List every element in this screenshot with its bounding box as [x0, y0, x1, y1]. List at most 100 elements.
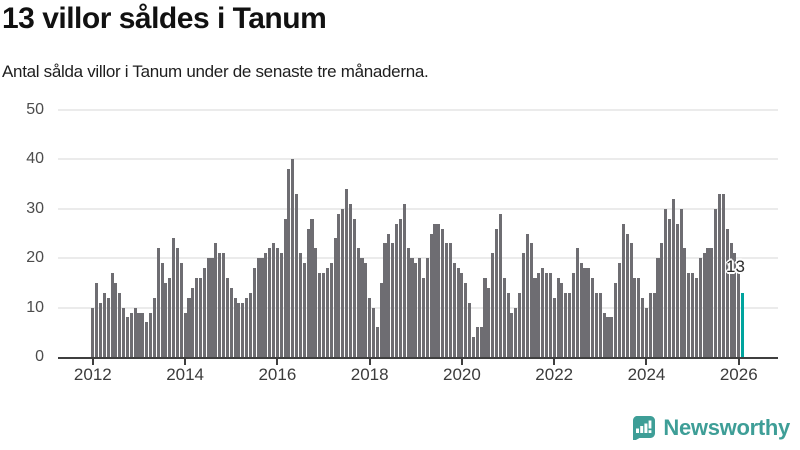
bar	[575, 248, 579, 357]
y-tick-label: 10	[26, 298, 44, 316]
bar	[233, 297, 237, 357]
bar	[479, 327, 483, 357]
bar	[341, 208, 345, 357]
bar	[202, 268, 206, 357]
bar	[398, 218, 402, 357]
bar	[306, 228, 310, 357]
bar	[452, 263, 456, 357]
bar	[694, 277, 698, 357]
bar	[348, 203, 352, 357]
bar	[256, 258, 260, 357]
bar	[502, 277, 506, 357]
bar	[179, 263, 183, 357]
bar	[152, 297, 156, 357]
y-tick-label: 0	[35, 348, 44, 365]
bar	[283, 218, 287, 357]
bar	[591, 277, 595, 357]
bar	[529, 243, 533, 357]
bar	[168, 277, 172, 357]
bar	[206, 258, 210, 357]
bar	[148, 312, 153, 357]
bar	[618, 263, 622, 357]
bar	[468, 302, 472, 357]
bar	[687, 273, 691, 357]
bar	[137, 312, 141, 357]
bar	[210, 258, 214, 357]
bar	[456, 268, 460, 357]
bar	[195, 277, 199, 357]
x-tick	[91, 358, 94, 365]
bar	[656, 258, 660, 357]
bar	[568, 292, 572, 357]
bar	[552, 297, 556, 357]
bar	[379, 282, 383, 357]
bar	[295, 193, 299, 357]
bar	[483, 277, 487, 357]
bar	[98, 302, 103, 357]
bar	[141, 312, 145, 357]
last-value-label: 13	[726, 257, 745, 276]
bar	[533, 277, 537, 357]
bar	[691, 273, 695, 357]
bar	[302, 263, 306, 357]
x-tick-label: 2026	[719, 365, 758, 384]
bar	[214, 243, 218, 357]
bar	[129, 312, 133, 357]
bar	[421, 277, 426, 357]
x-tick-label: 2012	[73, 365, 112, 384]
bar	[222, 253, 226, 357]
bar	[175, 248, 179, 357]
bar	[252, 268, 256, 357]
bar	[248, 292, 253, 357]
bar	[437, 223, 441, 357]
bar	[164, 282, 168, 357]
y-tick-label: 30	[26, 199, 44, 217]
bar	[464, 282, 468, 357]
bar	[95, 282, 99, 357]
bar	[418, 258, 422, 357]
x-tick-label: 2020	[443, 365, 481, 384]
bar	[375, 327, 379, 357]
bar	[91, 307, 95, 357]
bar	[187, 297, 191, 357]
bar	[371, 307, 376, 357]
bar	[360, 258, 364, 357]
highlighted-bar	[741, 292, 745, 357]
bar	[541, 268, 545, 357]
bar	[571, 273, 575, 357]
bar	[241, 302, 245, 357]
bar	[110, 273, 114, 357]
bar	[364, 263, 368, 357]
bar	[368, 297, 372, 357]
bar	[237, 302, 241, 357]
bar	[518, 292, 522, 357]
bar	[291, 159, 295, 357]
bar	[471, 337, 476, 357]
bar	[441, 228, 445, 357]
x-tick	[553, 358, 556, 365]
bar	[352, 218, 356, 357]
bar	[594, 292, 599, 357]
bar	[621, 223, 625, 357]
bar	[721, 193, 725, 357]
bar	[556, 277, 560, 357]
bar	[717, 193, 722, 357]
bar	[160, 263, 164, 357]
bar	[460, 273, 464, 357]
newsworthy-logo[interactable]: Newsworthy	[632, 415, 790, 441]
bar	[548, 273, 552, 357]
bar	[706, 248, 710, 357]
bar	[156, 248, 160, 357]
bar	[356, 248, 360, 357]
bar	[610, 317, 614, 357]
bar	[544, 273, 549, 357]
bar	[633, 277, 637, 357]
bar	[521, 253, 525, 357]
x-axis-baseline	[58, 356, 778, 359]
bar	[629, 243, 633, 357]
bar	[191, 287, 195, 357]
bar	[229, 287, 233, 357]
bar	[383, 243, 387, 357]
bar	[333, 238, 337, 357]
